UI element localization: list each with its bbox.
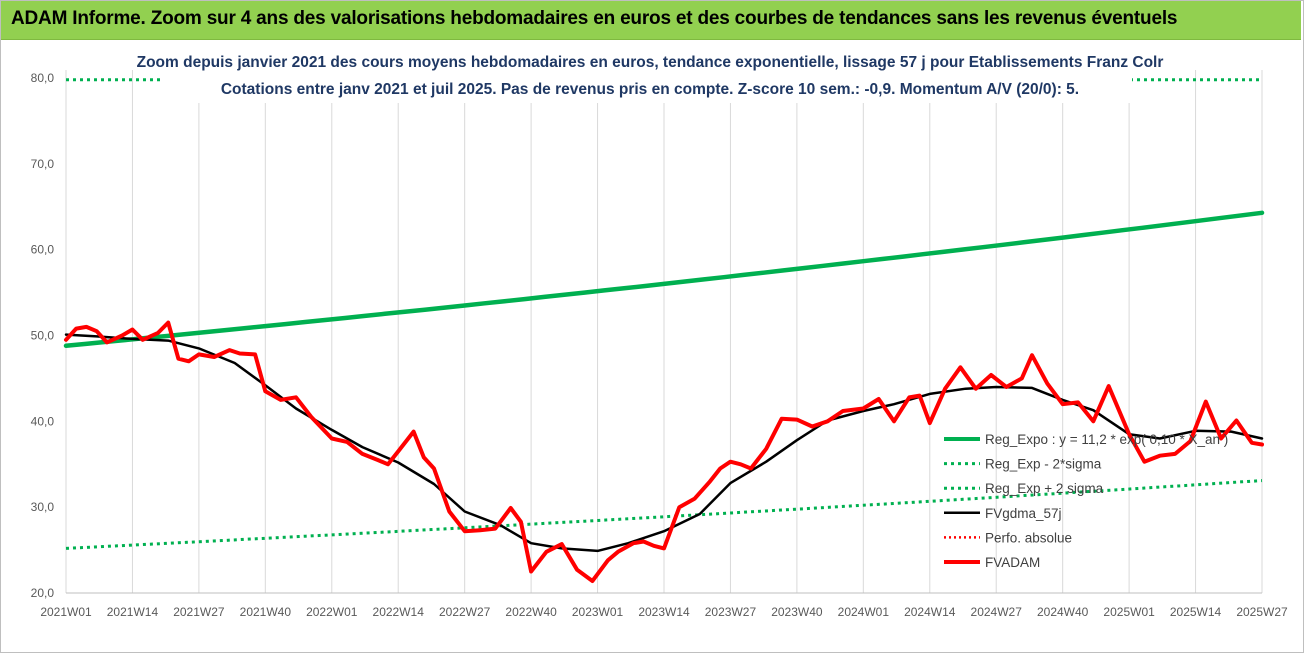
x-tick-label: 2024W01	[838, 605, 890, 619]
x-tick-label: 2022W14	[373, 605, 425, 619]
x-tick-label: 2025W01	[1103, 605, 1155, 619]
x-tick-label: 2023W27	[705, 605, 757, 619]
chart-subtitle-line1: Zoom depuis janvier 2021 des cours moyen…	[137, 54, 1164, 71]
x-tick-label: 2022W01	[306, 605, 358, 619]
x-tick-label: 2023W14	[638, 605, 690, 619]
y-tick-label: 50,0	[31, 329, 55, 343]
series-fvadam	[64, 320, 1264, 583]
x-tick-label: 2022W27	[439, 605, 491, 619]
x-tick-label: 2021W27	[173, 605, 225, 619]
y-tick-label: 80,0	[31, 71, 55, 85]
chart-svg: 2021W01 2021W14 2021W27 2021W40 2022W01 2022W…	[31, 43, 1288, 619]
x-tick-label: 2023W40	[771, 605, 823, 619]
legend-reg-exp-plus-label: Reg_Exp + 2 sigma	[985, 481, 1104, 496]
legend-perfo-label: Perfo. absolue	[985, 530, 1072, 545]
header-bar: ADAM Informe. Zoom sur 4 ans des valoris…	[1, 1, 1301, 40]
legend: Reg_Expo : y = 11,2 * exp( 0,10 * X_an )…	[944, 432, 1228, 570]
y-tick-label: 20,0	[31, 586, 55, 600]
grid-layer	[65, 70, 1263, 593]
x-tick-label: 2025W14	[1170, 605, 1222, 619]
y-tick-label: 60,0	[31, 243, 55, 257]
series-reg-expo	[63, 210, 1265, 349]
axis-layer: 2021W01 2021W14 2021W27 2021W40 2022W01 2022W…	[31, 71, 1288, 619]
x-tick-label: 2024W27	[971, 605, 1023, 619]
x-tick-label: 2022W40	[505, 605, 557, 619]
x-tick-label: 2024W14	[904, 605, 956, 619]
x-tick-label: 2021W14	[107, 605, 159, 619]
legend-fvadam-label: FVADAM	[985, 555, 1040, 570]
title-background	[164, 43, 1132, 103]
x-tick-label: 2025W27	[1236, 605, 1288, 619]
x-tick-label: 2021W01	[40, 605, 92, 619]
y-tick-label: 70,0	[31, 157, 55, 171]
legend-reg-expo-label: Reg_Expo : y = 11,2 * exp( 0,10 * X_an )	[985, 432, 1228, 447]
legend-fvgdma-label: FVgdma_57j	[985, 506, 1062, 521]
y-tick-label: 30,0	[31, 500, 55, 514]
header-title: ADAM Informe. Zoom sur 4 ans des valoris…	[11, 8, 1178, 29]
x-tick-label: 2023W01	[572, 605, 624, 619]
x-tick-label: 2021W40	[240, 605, 292, 619]
y-tick-label: 40,0	[31, 414, 55, 428]
chart-subtitle-line2: Cotations entre janv 2021 et juil 2025. …	[221, 81, 1079, 98]
title-layer: Zoom depuis janvier 2021 des cours moyen…	[137, 43, 1164, 103]
x-tick-label: 2024W40	[1037, 605, 1089, 619]
legend-reg-exp-minus-label: Reg_Exp - 2*sigma	[985, 457, 1102, 472]
